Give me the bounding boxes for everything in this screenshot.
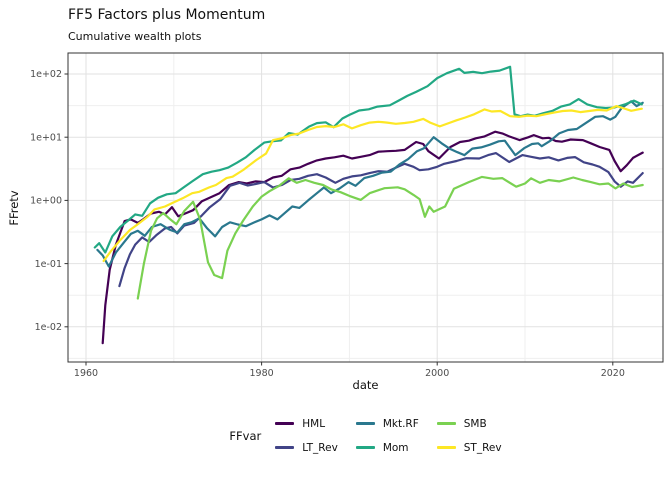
legend-label: ST_Rev bbox=[463, 441, 502, 454]
legend-key-line-ST_Rev bbox=[436, 446, 456, 449]
legend-key-line-SMB bbox=[436, 422, 456, 425]
panel-background bbox=[68, 53, 663, 362]
legend-key-line-HML bbox=[275, 422, 295, 425]
series-line-ST_Rev bbox=[102, 104, 643, 263]
series-line-Mkt.RF bbox=[96, 100, 644, 268]
legend-label: SMB bbox=[463, 417, 487, 430]
legend-item-Mkt.RF: Mkt.RF bbox=[355, 416, 419, 431]
legend-items: HML LT_Rev Mkt.RF Mom SMB ST_Rev bbox=[275, 416, 502, 455]
x-tick-label: 2020 bbox=[601, 368, 625, 379]
y-tick-label: 1e+01 bbox=[30, 132, 62, 143]
series-line-HML bbox=[101, 130, 644, 345]
y-axis-title: FFretv bbox=[7, 190, 21, 226]
panel-border bbox=[67, 52, 664, 363]
x-axis-title: date bbox=[352, 378, 379, 392]
legend-label: Mom bbox=[382, 441, 409, 454]
legend-title: FFvar bbox=[229, 428, 262, 443]
legend-label: LT_Rev bbox=[302, 441, 338, 454]
y-tick-label: 1e-01 bbox=[35, 259, 62, 270]
legend-item-HML: HML bbox=[275, 416, 338, 431]
series-line-Mom bbox=[93, 65, 643, 254]
x-tick-label: 1960 bbox=[74, 368, 98, 379]
x-tick-label: 2000 bbox=[425, 368, 449, 379]
legend-label: HML bbox=[302, 417, 326, 430]
series-line-SMB bbox=[136, 175, 644, 300]
y-tick-label: 1e+02 bbox=[30, 69, 62, 80]
legend-item-Mom: Mom bbox=[355, 440, 419, 455]
chart-subtitle: Cumulative wealth plots bbox=[68, 30, 202, 43]
legend-key-line-Mkt.RF bbox=[355, 422, 375, 425]
y-tick-label: 1e+00 bbox=[30, 196, 62, 207]
series-line-LT_Rev bbox=[118, 152, 644, 288]
chart-title: FF5 Factors plus Momentum bbox=[68, 7, 266, 23]
legend: FFvar HML LT_Rev Mkt.RF Mom SMB ST_Rev bbox=[68, 416, 663, 455]
x-tick-label: 1980 bbox=[250, 368, 274, 379]
legend-item-LT_Rev: LT_Rev bbox=[275, 440, 338, 455]
legend-key-line-LT_Rev bbox=[275, 446, 295, 449]
y-tick-label: 1e-02 bbox=[35, 322, 62, 333]
legend-item-ST_Rev: ST_Rev bbox=[436, 440, 502, 455]
legend-item-SMB: SMB bbox=[436, 416, 502, 431]
legend-label: Mkt.RF bbox=[382, 417, 419, 430]
legend-key-line-Mom bbox=[355, 446, 375, 449]
